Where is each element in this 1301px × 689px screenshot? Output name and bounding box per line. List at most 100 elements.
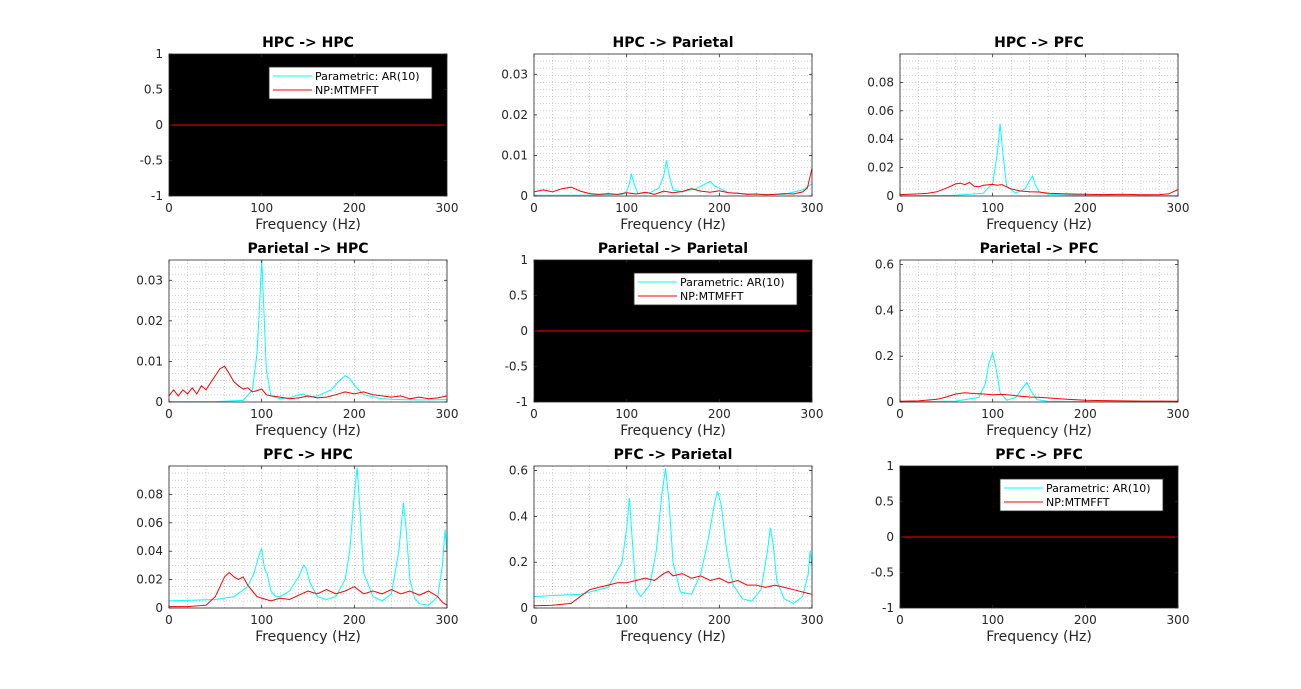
series-line-2	[899, 392, 1179, 402]
y-tick-label: 0	[886, 530, 894, 544]
subplot-1: 0 100 200 300 -1 -0.5 0 0.5 1 HPC -> HPC Frequency…	[140, 35, 459, 233]
x-tick-label: 300	[801, 201, 824, 215]
x-tick-label: 100	[615, 407, 638, 421]
subplot-6: 0 100 200 300 0 0.2 0.4 0.6 Parietal -> PFC Frequ…	[875, 241, 1190, 439]
y-tick-label: 0.03	[136, 273, 163, 287]
grid	[899, 260, 1179, 402]
x-tick-label: 0	[896, 613, 904, 627]
x-tick-label: 200	[708, 201, 731, 215]
y-tick-label: 0	[155, 601, 163, 615]
y-tick-label: 0.08	[136, 487, 163, 501]
axes-box	[168, 259, 448, 403]
x-tick-label: 0	[896, 201, 904, 215]
series-line-1	[168, 467, 448, 606]
x-tick-label: 200	[708, 613, 731, 627]
y-tick-label: -0.5	[505, 360, 528, 374]
grid	[899, 54, 1179, 196]
y-tick-label: 0.08	[867, 75, 894, 89]
x-axis-label: Frequency (Hz)	[255, 423, 361, 439]
x-axis-label: Frequency (Hz)	[620, 217, 726, 233]
series-line-2	[899, 181, 1179, 196]
y-tick-label: 1	[155, 47, 163, 61]
y-tick-label: 0	[520, 189, 528, 203]
chart-title: PFC -> PFC	[995, 447, 1083, 463]
x-tick-label: 100	[981, 201, 1004, 215]
axes-box	[899, 53, 1179, 197]
chart-title: Parietal -> HPC	[247, 241, 368, 257]
x-axis-label: Frequency (Hz)	[255, 217, 361, 233]
legend: Parametric: AR(10)NP:MTMFFT	[999, 478, 1164, 512]
legend: Parametric: AR(10)NP:MTMFFT	[633, 272, 798, 306]
y-tick-label: 1	[520, 253, 528, 267]
y-tick-label: 0	[886, 395, 894, 409]
y-tick-label: 0.06	[136, 516, 163, 530]
y-tick-label: 0.4	[509, 509, 528, 523]
subplot-9: 0 100 200 300 -1 -0.5 0 0.5 1 PFC -> PFC Frequency…	[871, 447, 1190, 645]
y-tick-label: 0.02	[136, 314, 163, 328]
legend-box	[999, 478, 1164, 512]
x-tick-label: 0	[165, 201, 173, 215]
x-axis-label: Frequency (Hz)	[620, 423, 726, 439]
legend-label: Parametric: AR(10)	[680, 276, 785, 289]
chart-title: PFC -> Parietal	[614, 447, 733, 463]
subplot-4: 0 100 200 300 0 0.01 0.02 0.03 Parietal -> HPC Fr…	[136, 241, 458, 439]
y-tick-label: -1	[151, 189, 163, 203]
series-line-1	[169, 259, 448, 403]
x-tick-label: 100	[615, 201, 638, 215]
x-tick-label: 0	[530, 407, 538, 421]
chart-title: HPC -> PFC	[994, 35, 1084, 51]
x-tick-label: 200	[1074, 613, 1097, 627]
y-tick-label: 0.6	[875, 258, 894, 272]
y-tick-label: 0.01	[136, 354, 163, 368]
axes-box	[899, 259, 1179, 403]
x-tick-label: 0	[530, 613, 538, 627]
series-line-2	[168, 365, 448, 400]
x-tick-label: 300	[436, 407, 459, 421]
x-axis-label: Frequency (Hz)	[986, 217, 1092, 233]
y-tick-label: 0	[520, 324, 528, 338]
x-axis-label: Frequency (Hz)	[986, 423, 1092, 439]
subplot-3: 0 100 200 300 0 0.02 0.04 0.06 0.08 HPC -> PFC Fre…	[867, 35, 1189, 233]
chart-title: HPC -> Parietal	[612, 35, 733, 51]
x-tick-label: 300	[436, 613, 459, 627]
x-tick-label: 0	[165, 407, 173, 421]
x-tick-label: 100	[981, 613, 1004, 627]
y-tick-label: 0.01	[501, 148, 528, 162]
x-tick-label: 300	[1167, 201, 1190, 215]
x-tick-label: 300	[801, 613, 824, 627]
y-tick-label: 0.5	[875, 495, 894, 509]
y-tick-label: -1	[882, 601, 894, 615]
grid	[533, 54, 813, 196]
legend: Parametric: AR(10)NP:MTMFFT	[268, 66, 433, 100]
y-tick-label: 0.06	[867, 104, 894, 118]
legend-label: Parametric: AR(10)	[315, 70, 420, 83]
x-tick-label: 100	[981, 407, 1004, 421]
legend-box	[268, 66, 433, 100]
grid	[533, 466, 813, 608]
x-tick-label: 200	[708, 407, 731, 421]
y-tick-label: -1	[516, 395, 528, 409]
x-tick-label: 100	[250, 201, 273, 215]
y-tick-label: 0.5	[144, 83, 163, 97]
y-tick-label: 0.4	[875, 303, 894, 317]
x-axis-label: Frequency (Hz)	[620, 629, 726, 645]
x-axis-label: Frequency (Hz)	[986, 629, 1092, 645]
y-tick-label: 0	[155, 395, 163, 409]
y-tick-label: 0.2	[509, 555, 528, 569]
x-tick-label: 200	[1074, 201, 1097, 215]
x-tick-label: 300	[436, 201, 459, 215]
legend-label: NP:MTMFFT	[315, 84, 379, 97]
y-tick-label: 0.04	[136, 544, 163, 558]
y-tick-label: 0.02	[501, 108, 528, 122]
y-tick-label: -0.5	[871, 566, 894, 580]
x-tick-label: 100	[615, 613, 638, 627]
y-tick-label: 0.02	[136, 573, 163, 587]
x-tick-label: 0	[896, 407, 904, 421]
y-tick-label: 0	[520, 601, 528, 615]
legend-label: Parametric: AR(10)	[1046, 482, 1151, 495]
y-tick-label: 0	[155, 118, 163, 132]
x-tick-label: 200	[343, 613, 366, 627]
y-tick-label: 1	[886, 459, 894, 473]
axes-box	[533, 53, 813, 197]
